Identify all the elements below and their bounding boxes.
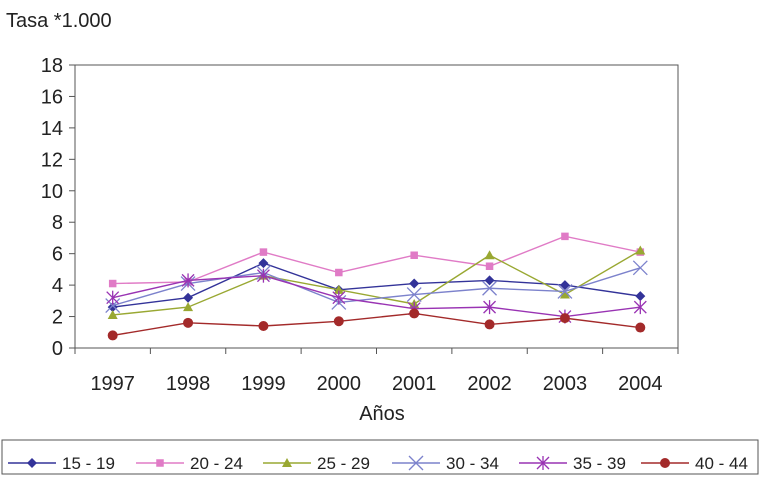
legend-item: 20 - 24 (136, 454, 243, 473)
x-axis-title: Años (359, 403, 405, 425)
plot-area (74, 64, 679, 349)
x-tick-label: 2004 (618, 373, 663, 395)
y-tick-label: 12 (41, 149, 63, 171)
point-marker (335, 268, 343, 277)
point-marker (282, 458, 292, 467)
x-axis: 1997 1998 1999 2000 2001 2002 2003 2004 (74, 348, 679, 395)
legend-item: 25 - 29 (263, 454, 370, 473)
y-axis-title: Tasa *1.000 (6, 10, 112, 32)
series-line (112, 235, 641, 285)
y-tick-label: 4 (52, 275, 63, 297)
point-marker (107, 330, 118, 341)
point-marker (633, 300, 647, 315)
point-marker (258, 258, 269, 269)
point-marker (106, 290, 120, 305)
point-marker (258, 320, 269, 331)
x-tick-label: 2001 (392, 373, 437, 395)
point-marker (105, 298, 121, 314)
y-tick-label: 6 (52, 244, 63, 266)
series-line (112, 249, 641, 316)
point-marker (333, 284, 344, 294)
point-marker (635, 322, 646, 333)
point-marker (484, 275, 495, 286)
series-layer (105, 232, 648, 341)
series-line (112, 274, 641, 318)
series-6 (107, 308, 646, 341)
point-marker (536, 456, 550, 470)
x-tick-label: 2000 (317, 373, 362, 395)
point-marker (406, 287, 422, 303)
y-tick-label: 16 (41, 86, 63, 108)
point-marker (483, 300, 497, 315)
point-marker (256, 268, 270, 283)
legend-label: 35 - 39 (573, 454, 626, 473)
point-marker (107, 309, 118, 319)
point-marker (333, 316, 344, 327)
y-tick-label: 18 (41, 55, 63, 77)
legend-item: 35 - 39 (519, 454, 626, 473)
point-marker (156, 459, 164, 467)
y-axis: 0 2 4 6 8 10 12 14 16 18 (41, 55, 75, 360)
y-tick-label: 0 (52, 338, 63, 360)
point-marker (410, 251, 418, 259)
point-marker (557, 283, 573, 299)
point-marker (485, 262, 494, 270)
legend-label: 20 - 24 (190, 454, 243, 473)
point-marker (183, 317, 194, 328)
point-marker (108, 279, 117, 288)
point-marker (27, 458, 37, 468)
legend-item: 30 - 34 (392, 454, 499, 473)
legend-label: 40 - 44 (695, 454, 748, 473)
x-tick-label: 1998 (166, 373, 211, 395)
legend-label: 25 - 29 (317, 454, 370, 473)
series-line (112, 267, 641, 307)
legend: 15 - 19 20 - 24 25 - 29 30 - 34 35 - 39 40 - … (1, 439, 759, 475)
point-marker (660, 458, 670, 468)
y-tick-label: 2 (52, 307, 63, 329)
x-tick-label: 2003 (543, 373, 588, 395)
legend-item: 15 - 19 (8, 454, 115, 473)
point-marker (332, 290, 346, 305)
point-marker (409, 278, 420, 289)
x-tick-label: 1999 (241, 373, 286, 395)
x-tick-label: 2002 (467, 373, 512, 395)
point-marker (183, 302, 194, 312)
legend-label: 30 - 34 (446, 454, 499, 473)
point-marker (632, 260, 648, 276)
point-marker (559, 289, 570, 299)
point-marker (408, 455, 424, 471)
y-tick-label: 8 (52, 212, 63, 234)
x-tick-label: 1997 (90, 373, 135, 395)
point-marker (559, 313, 570, 324)
legend-box (1, 439, 759, 475)
point-marker (484, 250, 495, 260)
series-line (112, 312, 641, 337)
point-marker (635, 291, 646, 302)
y-tick-label: 10 (41, 181, 63, 203)
legend-item: 40 - 44 (641, 454, 748, 473)
y-tick-label: 14 (41, 118, 63, 140)
point-marker (181, 273, 195, 288)
point-marker (482, 280, 498, 296)
point-marker (183, 292, 194, 303)
point-marker (635, 245, 646, 255)
point-marker (561, 232, 569, 241)
point-marker (559, 280, 570, 291)
point-marker (409, 308, 420, 319)
legend-label: 15 - 19 (62, 454, 115, 473)
point-marker (259, 248, 268, 256)
series-line (112, 262, 641, 308)
point-marker (484, 319, 495, 330)
